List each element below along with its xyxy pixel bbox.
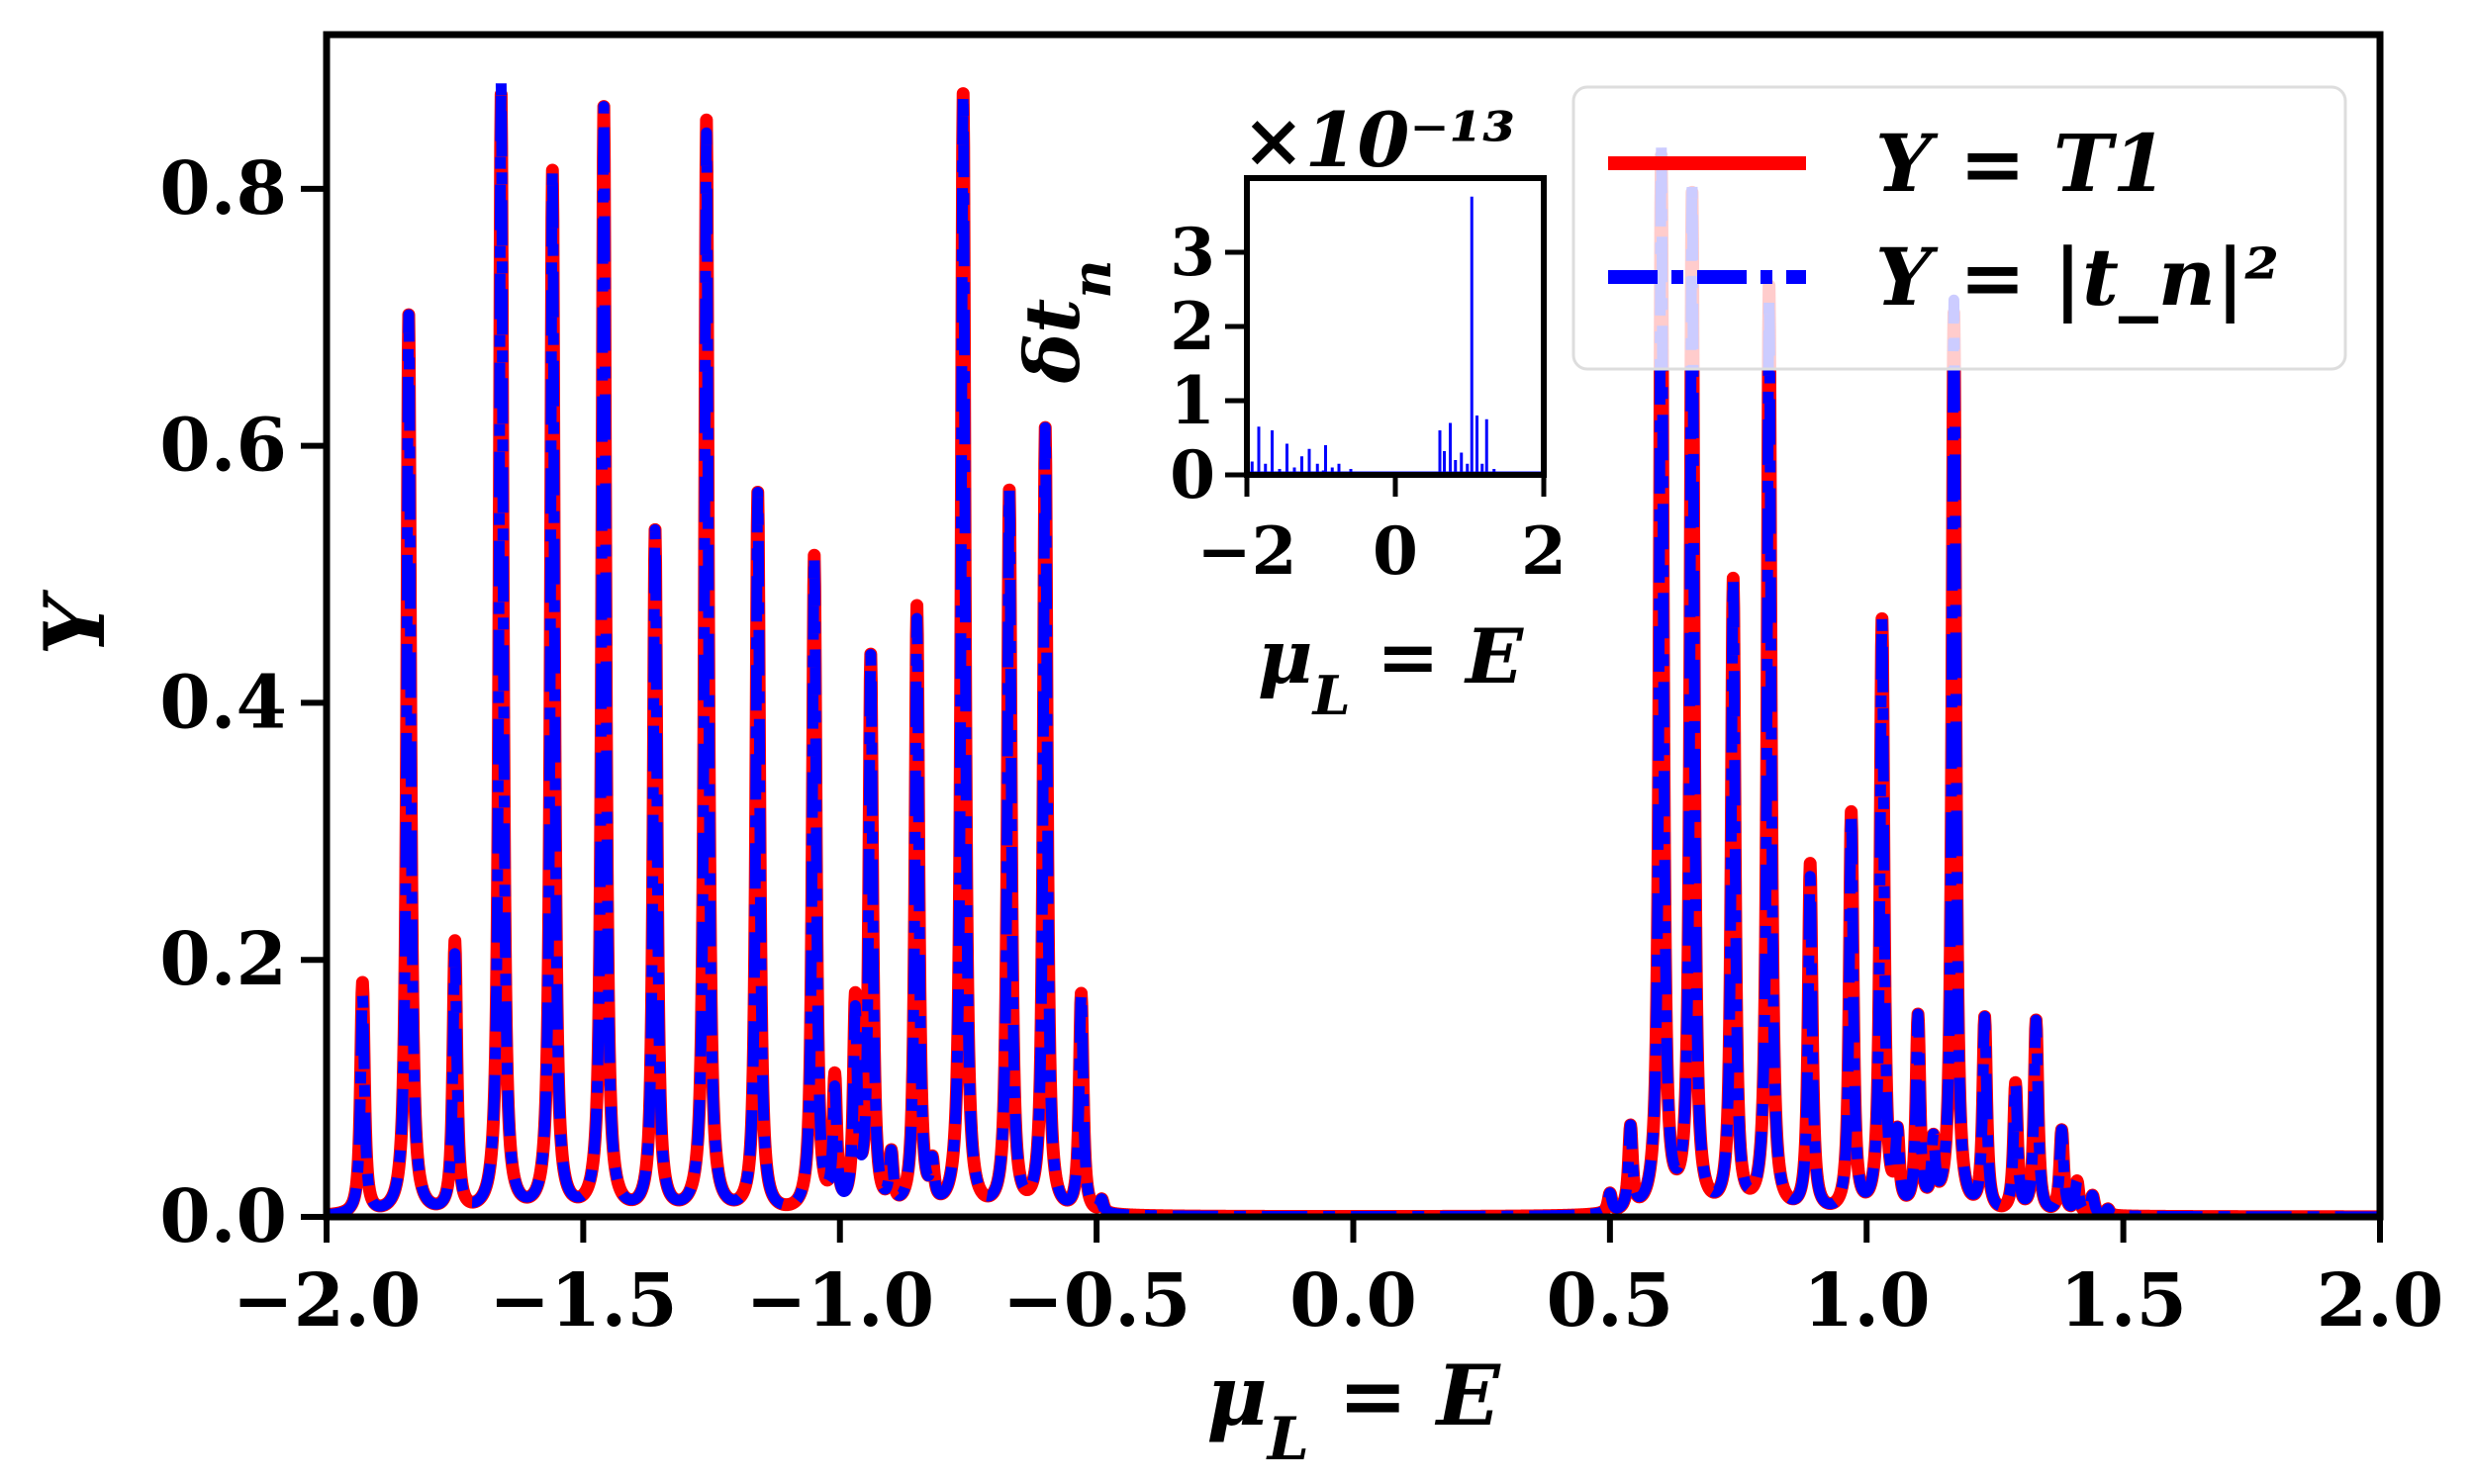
x-tick-label: −2.0 [233,1258,422,1344]
y-tick-label: 0.0 [159,1174,287,1259]
x-tick-label: 0.5 [1547,1258,1674,1344]
legend-label-T1: Y = T1 [1875,117,2167,210]
inset-x-axis: −2 0 2 [1196,475,1567,590]
x-tick-label: 0.0 [1289,1258,1417,1344]
x-tick-label: 2.0 [2317,1258,2444,1344]
inset-background [1247,178,1544,475]
x-tick-label: 1.5 [2059,1258,2187,1344]
x-tick-label: −1.5 [489,1258,678,1344]
legend: Y = T1 Y = |t_n|² [1571,85,2347,371]
inset-y-tick-label: 0 [1170,436,1215,513]
inset-y-axis-label: δtn [1008,259,1123,384]
main-plot: −2.0 −1.5 −1.0 −0.5 0.0 0.5 1.0 1.5 2.0 0.00.20.… [26,31,2444,1474]
inset-y-tick-label: 2 [1170,288,1215,365]
inset-y-tick-label: 1 [1170,362,1215,439]
inset-y-tick-label: 3 [1170,214,1215,291]
legend-label-tn-squared: Y = |t_n|² [1875,231,2279,325]
x-tick-label: 1.0 [1803,1258,1931,1344]
y-tick-label: 0.6 [159,404,287,489]
x-tick-label: −1.0 [745,1258,934,1344]
inset-x-tick-label: 0 [1373,512,1418,590]
inset-x-tick-label: 2 [1521,512,1567,590]
main-y-axis: 0.0 0.2 0.4 0.6 0.8 [159,146,327,1259]
y-tick-label: 0.8 [159,146,287,232]
inset-x-tick-label: −2 [1196,512,1296,590]
main-x-axis: −2.0 −1.5 −1.0 −0.5 0.0 0.5 1.0 1.5 2.0 [233,1217,2444,1344]
main-x-axis-label: μL = E [1206,1346,1501,1474]
inset-x-axis-label: μL = E [1258,612,1524,727]
y-tick-label: 0.2 [159,917,287,1002]
x-tick-label: −0.5 [1002,1258,1191,1344]
y-tick-label: 0.4 [159,660,287,745]
inset-scale-label: ×10⁻¹³ [1242,96,1515,184]
main-y-axis-label: Y [26,589,124,655]
